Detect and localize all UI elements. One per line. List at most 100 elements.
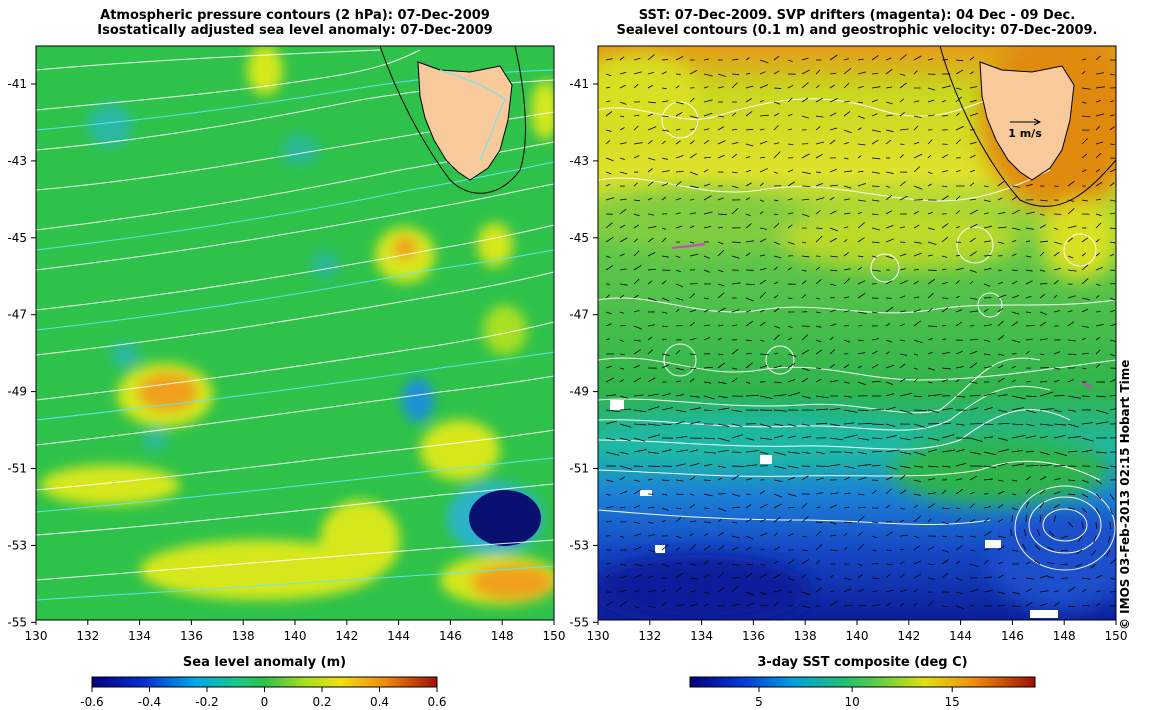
velocity-arrow xyxy=(633,265,642,271)
velocity-arrow xyxy=(815,69,821,75)
velocity-arrow xyxy=(857,324,863,327)
colorbar-tick-label: 15 xyxy=(945,695,960,709)
velocity-arrow xyxy=(927,600,934,607)
velocity-arrow xyxy=(1039,451,1050,456)
velocity-arrow xyxy=(759,268,767,271)
right-tasmania-landmass xyxy=(979,61,1075,181)
velocity-arrow xyxy=(941,549,950,553)
velocity-arrow xyxy=(647,521,654,524)
velocity-arrow xyxy=(773,325,780,329)
velocity-arrow xyxy=(661,100,669,103)
velocity-arrow xyxy=(913,367,918,370)
velocity-arrow xyxy=(927,99,935,103)
velocity-arrow xyxy=(983,240,991,243)
velocity-arrow xyxy=(899,589,908,593)
velocity-arrow xyxy=(1053,294,1058,299)
velocity-arrow xyxy=(703,112,713,117)
velocity-arrow xyxy=(1025,338,1033,341)
velocity-arrow xyxy=(871,604,881,607)
velocity-arrow xyxy=(1039,251,1045,257)
velocity-arrow xyxy=(661,479,670,481)
velocity-arrow xyxy=(1039,489,1046,495)
velocity-arrow xyxy=(843,58,850,61)
velocity-arrow xyxy=(955,591,964,595)
velocity-arrow xyxy=(913,241,922,244)
velocity-arrow xyxy=(759,591,767,595)
velocity-arrow xyxy=(927,171,933,175)
velocity-arrow xyxy=(647,434,660,439)
velocity-arrow xyxy=(843,268,851,271)
velocity-arrow xyxy=(899,474,906,481)
velocity-arrow xyxy=(759,254,766,257)
velocity-arrow xyxy=(633,114,640,117)
velocity-arrow xyxy=(1039,199,1048,202)
velocity-arrow xyxy=(787,451,800,454)
velocity-arrow xyxy=(1109,212,1116,215)
velocity-arrow xyxy=(913,504,918,509)
velocity-arrow xyxy=(689,603,698,607)
velocity-arrow xyxy=(1081,101,1087,104)
velocity-arrow xyxy=(1067,225,1077,229)
left-lon-tick-label: 136 xyxy=(180,629,203,643)
velocity-arrow xyxy=(675,225,683,229)
velocity-arrow xyxy=(1095,100,1101,103)
velocity-arrow xyxy=(717,115,725,118)
velocity-arrow xyxy=(731,324,738,327)
velocity-arrow xyxy=(633,57,641,61)
velocity-arrow xyxy=(619,451,629,455)
velocity-arrow xyxy=(997,377,1005,383)
velocity-arrow xyxy=(703,128,710,131)
velocity-arrow xyxy=(1081,153,1088,159)
velocity-arrow xyxy=(843,142,850,145)
velocity-arrow xyxy=(829,84,835,89)
velocity-arrow xyxy=(899,128,909,131)
velocity-arrow xyxy=(1053,394,1065,397)
velocity-arrow xyxy=(787,325,793,329)
velocity-arrow xyxy=(969,99,977,103)
velocity-arrow xyxy=(913,409,927,412)
velocity-arrow xyxy=(1109,241,1116,244)
velocity-arrow xyxy=(1011,507,1018,511)
velocity-arrow xyxy=(787,113,793,117)
velocity-arrow xyxy=(689,577,698,580)
velocity-arrow xyxy=(857,115,865,119)
velocity-arrow xyxy=(1095,479,1102,485)
velocity-arrow xyxy=(997,294,1007,299)
velocity-arrow xyxy=(619,379,624,383)
velocity-arrow xyxy=(955,379,960,383)
velocity-arrow xyxy=(647,297,657,302)
velocity-arrow xyxy=(1067,521,1074,528)
right-lon-tick-label: 150 xyxy=(1105,629,1128,643)
velocity-arrow xyxy=(969,297,978,300)
velocity-arrow xyxy=(675,572,684,579)
velocity-arrow xyxy=(1025,476,1031,481)
velocity-arrow xyxy=(829,196,835,201)
velocity-arrow xyxy=(969,251,977,257)
velocity-arrow xyxy=(1081,367,1087,370)
velocity-arrow xyxy=(731,282,741,285)
velocity-arrow xyxy=(773,255,782,259)
velocity-arrow xyxy=(675,367,685,371)
velocity-arrow xyxy=(787,337,793,341)
velocity-arrow xyxy=(885,521,893,523)
velocity-arrow xyxy=(801,255,810,258)
right-lon-tick-label: 132 xyxy=(638,629,661,643)
colorbar-tick-label: 0.6 xyxy=(427,695,446,709)
velocity-arrow xyxy=(773,151,781,159)
right-lon-tick-label: 134 xyxy=(690,629,713,643)
velocity-arrow xyxy=(843,476,851,481)
velocity-arrow xyxy=(647,213,655,216)
velocity-arrow xyxy=(815,378,822,383)
velocity-arrow xyxy=(773,213,779,216)
velocity-arrow xyxy=(997,518,1004,523)
velocity-arrow xyxy=(661,544,669,551)
velocity-arrow xyxy=(759,199,765,202)
velocity-arrow xyxy=(843,239,848,243)
velocity-arrow xyxy=(619,84,626,89)
velocity-arrow xyxy=(885,280,893,285)
velocity-arrow xyxy=(815,279,822,285)
velocity-arrow xyxy=(1095,213,1102,217)
velocity-arrow xyxy=(773,423,784,426)
velocity-arrow xyxy=(997,180,1005,187)
velocity-arrow xyxy=(885,435,897,439)
